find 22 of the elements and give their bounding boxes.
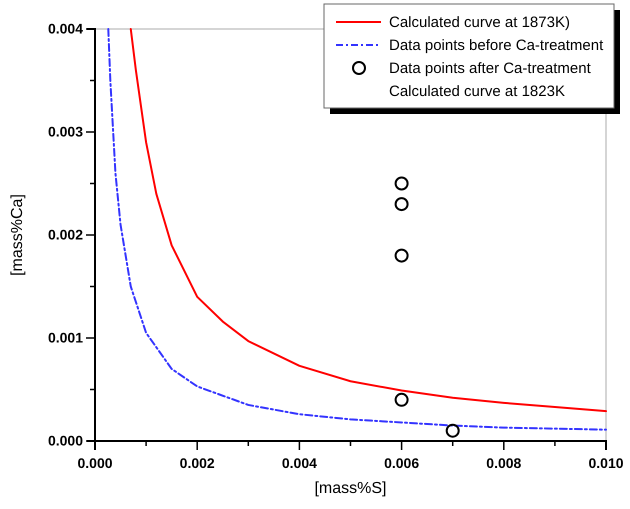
x-tick-label: 0.008 [486, 454, 522, 471]
legend-label: Data points before Ca-treatment [389, 37, 604, 54]
x-tick-label: 0.004 [282, 454, 318, 471]
point [394, 248, 409, 263]
y-tick-label: 0.002 [48, 226, 84, 242]
point [394, 176, 409, 190]
y-tick-label: 0.000 [48, 432, 84, 448]
x-tick-label: 0.002 [180, 454, 215, 471]
y-tick-label: 0.001 [48, 329, 84, 346]
legend-label: Calculated curve at 1873K) [389, 14, 570, 31]
x-tick-label: 0.010 [588, 454, 624, 471]
y-tick-label: 0.003 [48, 123, 84, 140]
x-tick-label: 0.006 [384, 454, 420, 471]
y-axis-title: [mass%Ca] [9, 194, 26, 276]
point [394, 197, 409, 212]
x-tick-label: 0.000 [77, 454, 113, 471]
annotation: Calculated curve at 1823K [389, 83, 565, 100]
legend-label: Data points after Ca-treatment [389, 60, 592, 77]
y-tick-label: 0.004 [48, 20, 84, 36]
point [446, 424, 460, 438]
x-axis-title: [mass%S] [314, 480, 387, 497]
point [394, 392, 409, 407]
